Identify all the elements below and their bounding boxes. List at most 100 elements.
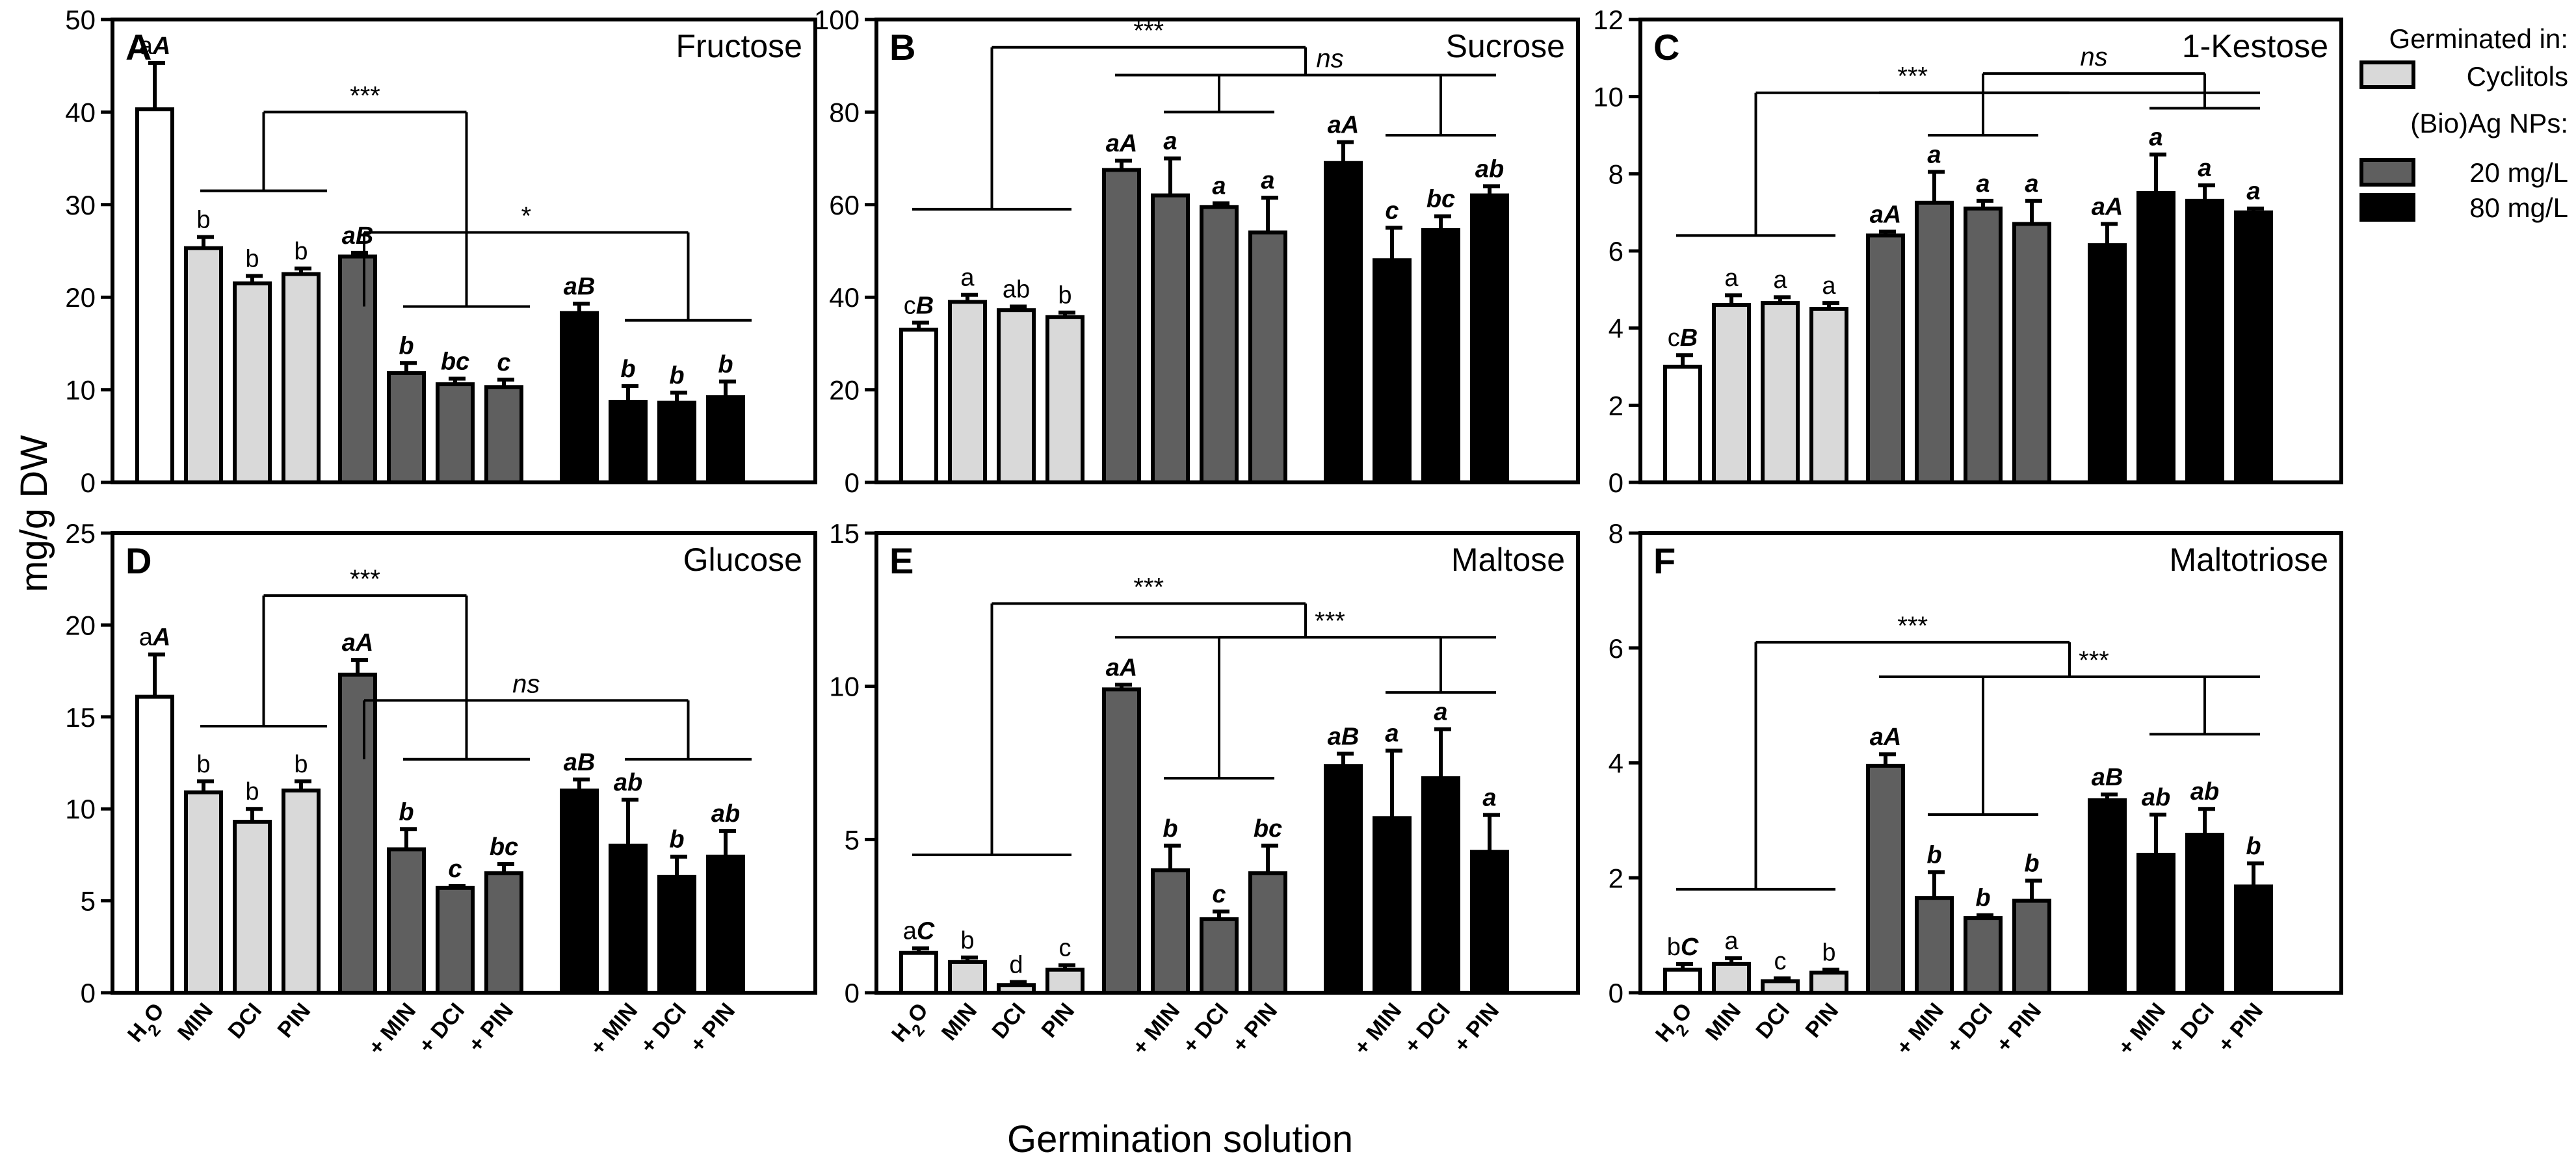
letter-part: b — [1667, 934, 1681, 961]
significance-letter: b — [196, 751, 210, 778]
y-tick-label: 10 — [65, 375, 96, 406]
panel-letter: A — [125, 27, 151, 68]
letter-part: a — [2092, 764, 2105, 791]
significance-letter: b — [669, 362, 684, 389]
bar — [1809, 307, 1848, 484]
significance-letter: bc — [1426, 186, 1455, 213]
legend-swatch-80mg — [2359, 193, 2415, 222]
legend-label-20mg: 20 mg/L — [2469, 157, 2568, 188]
bar — [997, 983, 1036, 995]
letter-part: B — [1680, 324, 1698, 352]
bar — [282, 788, 321, 995]
significance-letter: c — [448, 856, 462, 883]
y-tick-label: 0 — [1609, 978, 1623, 1008]
bar — [2136, 191, 2175, 484]
y-tick-label: 8 — [1609, 518, 1623, 549]
letter-part: a — [564, 749, 577, 776]
panel-letter: B — [889, 27, 915, 68]
y-tick-label: 25 — [65, 518, 96, 549]
significance-letter: b — [294, 238, 308, 265]
letter-part: A — [1119, 654, 1137, 681]
legend: Germinated in: Cyclitols (Bio)Ag NPs: 20… — [2359, 23, 2568, 223]
significance-letter: a — [1773, 267, 1787, 294]
letter-part: B — [1341, 723, 1359, 750]
letter-part: a — [1328, 723, 1341, 750]
significance-letter: aB — [342, 222, 374, 250]
significance-letter: b — [1975, 885, 1990, 912]
legend-label-cyclitols: Cyclitols — [2467, 61, 2568, 92]
bar — [1200, 205, 1239, 484]
letter-part: B — [2105, 764, 2123, 791]
bar — [387, 847, 426, 995]
y-tick-label: 4 — [1609, 748, 1623, 779]
significance-letter: aB — [564, 749, 596, 776]
bar — [2012, 898, 2051, 995]
letter-part: A — [2105, 193, 2123, 220]
y-tick-label: 0 — [81, 467, 96, 498]
bar — [1421, 228, 1460, 484]
y-tick-label: 15 — [829, 518, 860, 549]
significance-letter: b — [718, 351, 733, 378]
letter-part: a — [1870, 201, 1884, 228]
panel-title: Fructose — [676, 28, 802, 64]
legend-header-germinated: Germinated in: — [2389, 23, 2568, 54]
bar — [1200, 917, 1239, 995]
significance-letter: aA — [342, 629, 374, 657]
y-tick-label: 15 — [65, 702, 96, 733]
letter-part: a — [139, 624, 153, 651]
y-tick-label: 20 — [65, 282, 96, 313]
significance-letter: b — [294, 751, 308, 778]
letter-part: A — [1341, 112, 1359, 139]
y-tick-label: 12 — [1593, 5, 1623, 35]
bar — [560, 788, 599, 995]
significance-letter: aA — [1328, 112, 1360, 139]
bar — [1470, 193, 1509, 484]
significance-label: *** — [1133, 17, 1164, 46]
bar — [1248, 230, 1287, 484]
y-tick-label: 100 — [814, 5, 860, 35]
y-tick-label: 5 — [845, 824, 860, 855]
bar — [560, 311, 599, 484]
significance-letter: b — [1058, 282, 1071, 309]
bar — [1151, 868, 1190, 995]
letter-part: A — [1119, 130, 1137, 157]
bar — [1151, 193, 1190, 484]
letter-part: C — [1681, 934, 1699, 961]
y-tick-label: 6 — [1609, 236, 1623, 267]
y-tick-label: 8 — [1609, 159, 1623, 189]
y-tick-label: 0 — [81, 978, 96, 1008]
significance-letter: ab — [614, 769, 642, 796]
bar — [2088, 798, 2127, 995]
bar — [609, 400, 648, 484]
significance-letter: cB — [904, 292, 934, 319]
significance-letter: aA — [139, 33, 171, 60]
significance-letter: c — [1212, 881, 1226, 908]
significance-letter: aA — [1870, 724, 1902, 751]
significance-letter: a — [1385, 720, 1399, 748]
significance-letter: a — [2246, 178, 2260, 205]
legend-label-80mg: 80 mg/L — [2469, 192, 2568, 223]
bar — [1663, 365, 1702, 484]
letter-part: a — [1106, 130, 1120, 157]
bar — [338, 254, 377, 484]
significance-letter: b — [1926, 841, 1941, 869]
panel-title: Maltose — [1451, 542, 1565, 578]
significance-letter: aC — [903, 918, 935, 945]
letter-part: A — [152, 33, 170, 60]
significance-letter: aB — [2092, 764, 2123, 791]
significance-letter: aA — [139, 624, 171, 651]
letter-part: A — [1883, 201, 1901, 228]
panel-title: Glucose — [683, 542, 802, 578]
bar — [1712, 962, 1751, 995]
significance-letter: a — [1482, 785, 1496, 812]
letter-part: a — [1106, 654, 1120, 681]
y-tick-label: 20 — [65, 610, 96, 640]
bar — [2012, 222, 2051, 484]
significance-letter: a — [1976, 170, 1990, 198]
panel-letter: E — [889, 540, 913, 581]
panel-letter: C — [1653, 27, 1679, 68]
significance-letter: aB — [564, 273, 596, 300]
significance-label: *** — [350, 565, 380, 594]
